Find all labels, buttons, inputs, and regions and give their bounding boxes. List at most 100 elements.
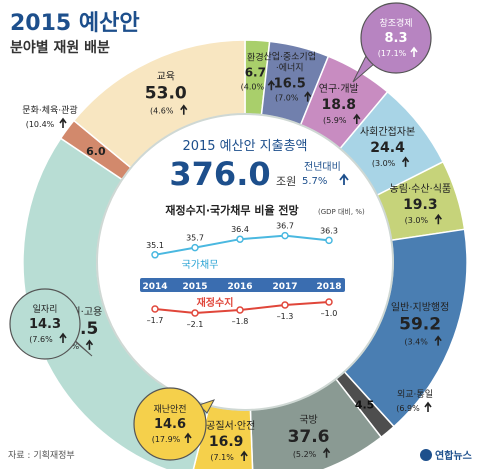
- page-title: 2015 예산안: [10, 11, 140, 36]
- change-up-arrow-icon: [401, 156, 410, 167]
- slice-label-rnd: 연구·개발: [319, 83, 359, 95]
- slice-change-edu: (4.6%: [150, 107, 174, 116]
- slice-label-general: 일반·지방행정: [391, 302, 449, 314]
- logo-text: 연합뉴스: [435, 449, 472, 462]
- change-up-arrow-icon: [353, 113, 361, 125]
- slice-value-soc: 24.4: [370, 140, 405, 156]
- label-debt-2016: 36.4: [231, 225, 249, 234]
- donut-slices: [22, 39, 468, 469]
- tick-2015: 2015: [182, 282, 207, 292]
- line-chart-title: 재정수지·국가채무 비율 전망: [165, 203, 298, 217]
- label-balance-2018: –1.0: [321, 309, 338, 318]
- callout-change-creative: (17.1%: [378, 49, 407, 58]
- slice-change-rnd: (5.9%: [323, 116, 347, 125]
- callout-change-jobs: (7.6%: [29, 335, 53, 344]
- point-debt-2018: [325, 236, 333, 245]
- slice-change-soc: (3.0%: [372, 159, 396, 168]
- callout-label-jobs: 일자리: [33, 304, 58, 315]
- change-up-arrow-icon: [59, 117, 67, 128]
- slice-value-industry: 16.5: [274, 77, 306, 92]
- center-title: 2015 예산안 지출총액: [182, 139, 307, 154]
- tick-2018: 2018: [316, 282, 341, 292]
- change-up-arrow-icon: [424, 401, 432, 412]
- slice-value-safety: 16.9: [209, 434, 244, 450]
- slice-value-general: 59.2: [399, 315, 441, 335]
- label-debt-2015: 35.7: [186, 234, 204, 243]
- slice-change-safety: (7.1%: [210, 453, 234, 462]
- legend-debt: 국가채무: [182, 259, 219, 271]
- donut-center: [96, 113, 394, 411]
- label-debt-2014: 35.1: [146, 241, 164, 250]
- slice-change-diplo: (6.9%: [396, 404, 420, 413]
- slice-value-agri: 19.3: [403, 197, 438, 213]
- change-up-arrow-icon: [184, 432, 192, 443]
- slice-change-env: (4.0%: [241, 82, 265, 91]
- point-balance-2015: [191, 309, 199, 317]
- slice-labels: 환경 6.7 (4.0% 산업·중소기업·에너지 16.5 (7.0% 연구·개발 18.8 (…: [22, 51, 451, 462]
- point-debt-2015: [191, 243, 199, 252]
- callout-value-creative: 8.3: [384, 31, 407, 46]
- slice-label-soc: 사회간접자본: [360, 126, 415, 138]
- page-subtitle: 분야별 재원 배분: [10, 39, 110, 56]
- yoy-up-arrow-icon: [339, 173, 349, 185]
- slice-change-defense: (5.2%: [293, 450, 317, 459]
- slice-label-agri: 농림·수산·식품: [390, 183, 452, 195]
- change-up-arrow-icon: [410, 46, 418, 57]
- point-debt-2016: [236, 235, 244, 243]
- slice-label-defense: 국방: [299, 414, 317, 426]
- yoy-value: 5.7%: [302, 176, 327, 187]
- total-value: 376.0: [169, 155, 270, 193]
- change-up-arrow-icon: [240, 450, 248, 462]
- label-debt-2018: 36.3: [320, 226, 338, 235]
- callout-label-creative: 창조경제: [379, 17, 412, 29]
- slice-value-defense: 37.6: [288, 427, 330, 447]
- label-balance-2017: –1.3: [277, 312, 294, 321]
- callout-value-jobs: 14.3: [29, 317, 61, 332]
- slice-value-env: 6.7: [245, 65, 266, 79]
- legend-balance: 재정수지: [197, 296, 234, 309]
- label-balance-2014: –1.7: [147, 316, 164, 325]
- change-up-arrow-icon: [267, 79, 275, 91]
- callout-label-disaster: 재난안전: [153, 404, 186, 415]
- callout-change-disaster: (17.9%: [152, 435, 181, 444]
- year-axis-bar: [140, 278, 345, 292]
- slice-value-diplo: 4.5: [355, 398, 375, 411]
- source-note: 자료 : 기획재정부: [8, 449, 75, 461]
- point-balance-2017: [281, 301, 289, 309]
- label-balance-2016: –1.8: [232, 317, 249, 326]
- change-up-arrow-icon: [434, 335, 442, 346]
- point-debt-2017: [281, 231, 289, 240]
- tick-2016: 2016: [227, 282, 252, 292]
- change-up-arrow-icon: [59, 332, 67, 343]
- tick-2017: 2017: [272, 282, 297, 292]
- point-balance-2014: [151, 305, 159, 313]
- slice-label-safety: 공공질서·안전: [197, 420, 255, 432]
- total-unit: 조원: [276, 175, 296, 188]
- tick-2014: 2014: [142, 282, 167, 292]
- logo-icon: [420, 449, 432, 461]
- point-debt-2014: [151, 251, 159, 259]
- slice-label-industry-2: ·에너지: [276, 63, 304, 74]
- label-balance-2015: –2.1: [187, 320, 204, 329]
- label-debt-2017: 36.7: [276, 222, 294, 231]
- slice-change-culture: (10.4%: [26, 120, 55, 129]
- slice-change-agri: (3.0%: [405, 216, 429, 225]
- slice-value-rnd: 18.8: [322, 97, 357, 113]
- slice-change-general: (3.4%: [404, 338, 428, 347]
- line-chart-note: (GDP 대비, %): [318, 207, 365, 216]
- slice-label-env: 환경: [247, 51, 264, 63]
- callout-value-disaster: 14.6: [154, 417, 186, 432]
- slice-label-diplo: 외교·통일: [397, 388, 433, 400]
- slice-label-culture: 문화·체육·관광: [22, 104, 77, 116]
- slice-value-edu: 53.0: [145, 84, 187, 104]
- yoy-label: 전년대비: [304, 161, 341, 173]
- change-up-arrow-icon: [434, 213, 442, 225]
- change-up-arrow-icon: [85, 339, 94, 350]
- point-balance-2016: [236, 306, 244, 314]
- change-up-arrow-icon: [322, 447, 331, 458]
- change-up-arrow-icon: [304, 91, 312, 102]
- change-up-arrow-icon: [180, 104, 188, 115]
- slice-value-culture: 6.0: [86, 145, 106, 158]
- slice-change-industry: (7.0%: [275, 94, 299, 103]
